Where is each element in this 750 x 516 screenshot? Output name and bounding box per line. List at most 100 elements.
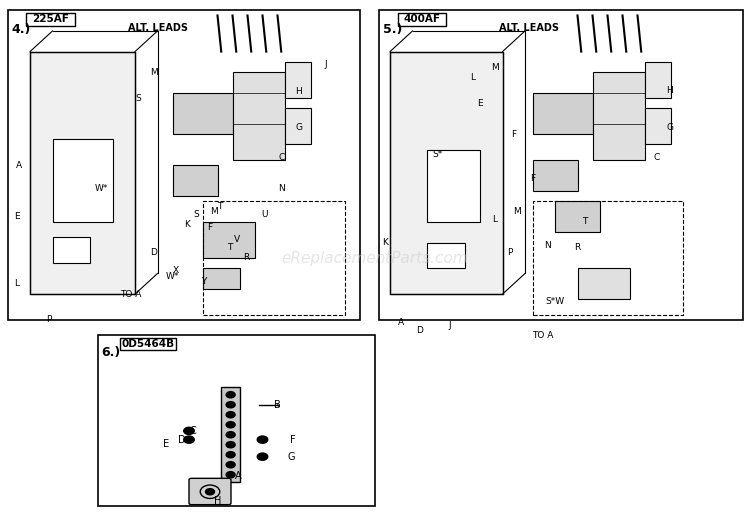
Bar	[120, 338, 176, 350]
Text: TO A: TO A	[121, 289, 142, 299]
Text: A: A	[398, 318, 404, 327]
Text: J: J	[325, 60, 328, 69]
Bar	[532, 160, 578, 191]
Circle shape	[184, 427, 194, 434]
Text: C: C	[653, 153, 659, 162]
Text: D: D	[416, 326, 424, 335]
Circle shape	[226, 472, 236, 478]
Bar	[172, 165, 217, 196]
Bar	[232, 72, 285, 160]
Text: 5.): 5.)	[382, 23, 402, 36]
Text: T: T	[582, 217, 588, 227]
Circle shape	[206, 489, 214, 495]
Bar	[202, 268, 240, 289]
Circle shape	[226, 452, 236, 458]
Text: M: M	[210, 207, 218, 216]
Bar	[645, 108, 671, 144]
Text: D: D	[178, 434, 186, 445]
Text: TO A: TO A	[532, 331, 554, 340]
Text: L: L	[470, 73, 475, 82]
Bar	[53, 237, 90, 263]
Bar	[398, 13, 446, 26]
Text: B: B	[274, 400, 280, 410]
Text: C: C	[189, 426, 196, 436]
Text: F: F	[290, 434, 296, 445]
Text: H: H	[666, 86, 674, 95]
FancyBboxPatch shape	[189, 478, 231, 505]
Bar	[172, 93, 232, 134]
Bar	[427, 243, 465, 268]
Bar	[202, 201, 345, 315]
Text: K: K	[184, 220, 190, 229]
Text: K: K	[382, 238, 388, 247]
Circle shape	[226, 412, 236, 418]
Bar	[555, 201, 600, 232]
Bar	[8, 10, 360, 320]
Text: 4.): 4.)	[11, 23, 31, 36]
Text: S*W: S*W	[545, 297, 565, 307]
Text: ALT. LEADS: ALT. LEADS	[499, 23, 559, 33]
Text: R: R	[243, 253, 249, 263]
Bar	[221, 387, 240, 482]
Bar	[592, 72, 645, 160]
Text: P: P	[507, 248, 513, 257]
Text: W*: W*	[166, 271, 179, 281]
Text: G: G	[666, 123, 674, 132]
Text: A: A	[16, 160, 22, 170]
Bar	[98, 335, 375, 506]
Bar	[532, 201, 682, 315]
Circle shape	[226, 431, 236, 438]
Text: N: N	[278, 184, 285, 193]
Circle shape	[257, 436, 268, 443]
Text: T: T	[217, 202, 223, 211]
Bar	[202, 222, 255, 258]
Circle shape	[226, 422, 236, 428]
Text: F: F	[530, 173, 535, 183]
Text: R: R	[574, 243, 580, 252]
Text: F: F	[208, 222, 212, 232]
Text: 225AF: 225AF	[32, 14, 69, 24]
Text: 0D5464B: 0D5464B	[122, 339, 175, 349]
Text: N: N	[544, 240, 550, 250]
Text: M: M	[150, 68, 158, 77]
Circle shape	[226, 462, 236, 468]
Circle shape	[226, 401, 236, 408]
Text: C: C	[278, 153, 284, 162]
Text: J: J	[448, 320, 452, 330]
Text: 400AF: 400AF	[404, 14, 440, 24]
Text: M: M	[514, 207, 521, 216]
Text: L: L	[493, 215, 497, 224]
Text: V: V	[234, 235, 240, 245]
Text: ALT. LEADS: ALT. LEADS	[128, 23, 188, 33]
Bar	[532, 93, 592, 134]
Bar	[26, 13, 75, 26]
Bar	[427, 150, 480, 222]
Text: W*: W*	[94, 184, 108, 193]
Text: Y: Y	[201, 277, 207, 286]
Text: H: H	[214, 495, 221, 506]
Text: X: X	[173, 266, 179, 276]
Text: F: F	[512, 130, 516, 139]
Text: P: P	[46, 315, 52, 325]
Text: H: H	[295, 87, 302, 96]
Bar	[645, 62, 671, 98]
Text: G: G	[295, 123, 302, 133]
Text: E: E	[13, 212, 20, 221]
Bar	[285, 62, 311, 98]
Text: S: S	[136, 93, 142, 103]
Text: 6.): 6.)	[101, 346, 121, 359]
Bar	[578, 268, 630, 299]
Text: G: G	[287, 452, 295, 462]
Text: T: T	[226, 243, 232, 252]
Text: A: A	[236, 471, 242, 481]
Text: U: U	[261, 209, 267, 219]
FancyBboxPatch shape	[390, 52, 502, 294]
Circle shape	[257, 453, 268, 460]
Text: E: E	[477, 99, 483, 108]
Text: S: S	[194, 209, 200, 219]
Text: M: M	[491, 62, 499, 72]
Text: D: D	[150, 248, 158, 257]
Text: L: L	[14, 279, 19, 288]
Text: S*: S*	[432, 150, 442, 159]
Bar	[285, 108, 311, 144]
